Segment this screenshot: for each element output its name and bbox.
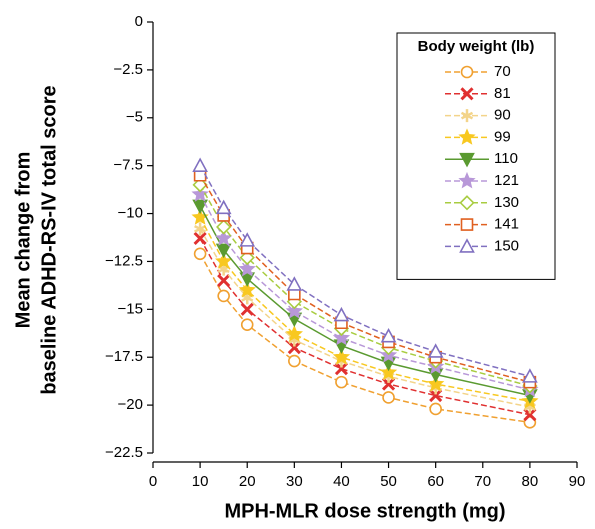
legend-marker (458, 128, 476, 145)
marker (427, 374, 445, 392)
marker (239, 249, 255, 266)
legend-box (396, 32, 556, 280)
marker (523, 416, 537, 429)
x-tick-label: 20 (239, 473, 256, 490)
y-axis-title: Mean change from baseline ADHD-RS-IV tot… (12, 85, 60, 394)
marker (191, 185, 209, 202)
marker (193, 247, 207, 261)
marker (240, 318, 254, 331)
legend-marker (459, 195, 475, 211)
legend-label: 150 (494, 237, 519, 254)
marker (288, 354, 301, 368)
marker (240, 302, 254, 316)
x-tick-label: 40 (333, 473, 350, 490)
marker (382, 391, 395, 404)
legend-label: 121 (494, 172, 519, 189)
y-tick-label: −22.5 (105, 444, 143, 461)
x-tick-label: 50 (380, 473, 397, 490)
marker (380, 327, 397, 343)
x-tick-label: 0 (149, 473, 157, 490)
y-tick-label: −5 (126, 109, 143, 126)
y-axis-title-line: Mean change from (12, 152, 34, 329)
marker (285, 302, 303, 319)
legend-label: 99 (494, 128, 511, 145)
marker (215, 252, 233, 269)
series-line (199, 228, 531, 408)
marker (523, 408, 537, 422)
y-tick-label: −15 (118, 300, 143, 317)
x-tick-label: 70 (474, 473, 491, 490)
series-line (199, 205, 531, 397)
y-tick-label: −20 (118, 396, 143, 413)
marker (216, 219, 232, 235)
marker (334, 362, 349, 376)
legend-title: Body weight (lb) (418, 38, 535, 55)
x-axis-title: MPH-MLR dose strength (mg) (224, 500, 505, 522)
legend-label: 110 (494, 150, 518, 167)
marker (193, 231, 207, 246)
y-tick-label: 0 (135, 13, 143, 30)
marker (427, 343, 444, 358)
marker (287, 341, 301, 355)
marker (192, 157, 208, 172)
marker (332, 348, 351, 365)
legend: Body weight (lb) 70 81 90 99 110 121 130 141 150 (396, 32, 556, 280)
marker (192, 177, 208, 193)
x-tick-label: 90 (569, 473, 586, 490)
marker (217, 289, 230, 303)
marker (379, 363, 398, 380)
y-tick-label: −12.5 (105, 252, 143, 269)
y-tick-label: −2.5 (113, 61, 143, 78)
series-line (199, 184, 531, 387)
marker (217, 274, 231, 288)
marker (285, 325, 303, 342)
x-tick-label: 80 (522, 473, 539, 490)
y-axis-title-line: baseline ADHD-RS-IV total score (38, 85, 60, 394)
marker (239, 232, 256, 247)
y-tick-label: −7.5 (113, 157, 143, 174)
legend-marker (459, 238, 475, 253)
marker (332, 328, 351, 346)
marker (238, 281, 256, 298)
legend-marker (460, 109, 474, 123)
legend-marker (458, 171, 476, 189)
legend-marker (460, 65, 474, 79)
legend-label: 81 (494, 85, 511, 102)
legend-marker (460, 87, 474, 101)
marker (192, 199, 208, 215)
y-tick-label: −10 (118, 205, 143, 222)
marker (522, 368, 538, 383)
marker (381, 377, 396, 391)
legend-label: 90 (494, 107, 511, 124)
marker (333, 306, 350, 322)
marker (286, 276, 303, 291)
marker (429, 388, 443, 403)
x-tick-label: 60 (427, 473, 444, 490)
x-tick-label: 30 (286, 473, 303, 490)
y-tick-label: −17.5 (105, 348, 143, 365)
marker (215, 229, 233, 246)
marker (215, 199, 232, 215)
legend-label: 141 (494, 216, 519, 233)
legend-label: 130 (494, 194, 519, 211)
x-tick-label: 10 (192, 473, 209, 490)
marker (194, 222, 207, 236)
marker (429, 402, 442, 416)
marker (335, 375, 348, 389)
legend-marker (460, 218, 474, 231)
marker (215, 243, 232, 259)
legend-marker (459, 152, 475, 168)
legend-label: 70 (494, 63, 511, 80)
marker (238, 260, 256, 277)
series-line (199, 174, 531, 383)
